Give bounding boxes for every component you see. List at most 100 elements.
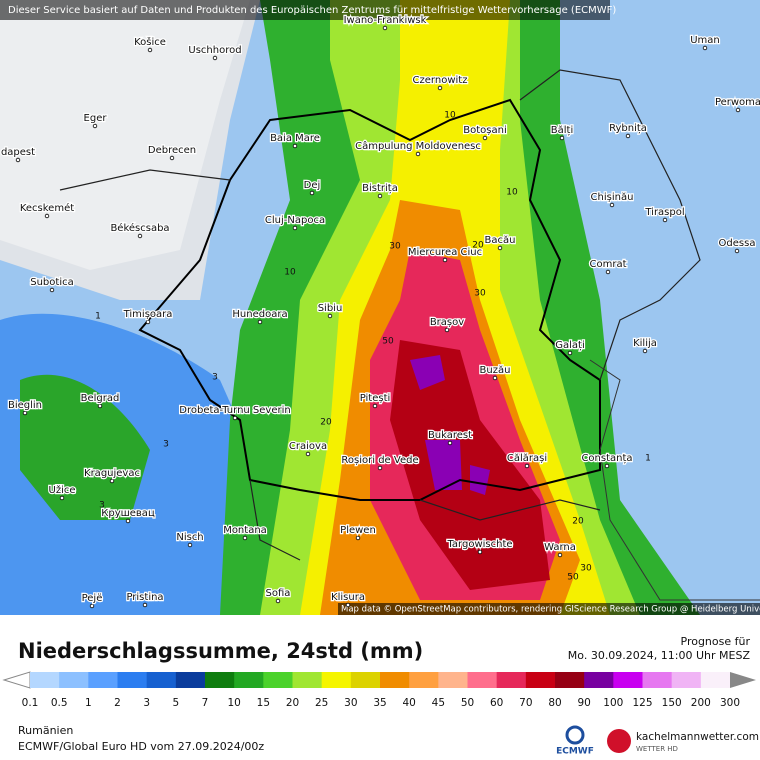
- city-label: Chișinău: [591, 192, 634, 203]
- city-dot: [147, 47, 153, 53]
- city-label: Targowischte: [446, 539, 512, 550]
- legend-swatch: [467, 672, 498, 688]
- panel-title: Niederschlagssumme, 24std (mm): [18, 639, 423, 663]
- region: Rumänien: [18, 724, 73, 737]
- city-label: Békéscsaba: [110, 222, 169, 234]
- contour-label: 10: [284, 268, 296, 278]
- city-label: Odessa: [719, 238, 756, 249]
- city-label: Comrat: [589, 259, 626, 270]
- city-label: Plewen: [340, 525, 376, 536]
- city-dot: [242, 535, 248, 541]
- city-dot: [437, 85, 443, 91]
- legend-label: 40: [402, 697, 415, 709]
- city-label: Călărași: [507, 453, 547, 464]
- city-dot: [605, 269, 611, 275]
- city-label: Bistrița: [362, 183, 398, 194]
- legend-label: 25: [315, 697, 328, 709]
- legend-label: 10: [227, 697, 240, 709]
- city-dot: [702, 45, 708, 51]
- city-label: Nisch: [176, 532, 203, 543]
- city-label: Hunedoara: [232, 309, 287, 320]
- city-label: Roșiori de Vede: [341, 455, 418, 466]
- city-label: Pristina: [126, 592, 163, 603]
- legend-swatch: [613, 672, 643, 688]
- city-dot: [59, 495, 65, 501]
- city-dot: [377, 193, 383, 199]
- contour-label: 3: [99, 501, 105, 511]
- contour-label: 30: [580, 564, 592, 574]
- city-dot: [169, 155, 175, 161]
- rain-green-west: [20, 374, 150, 520]
- city-label: dapest: [1, 147, 35, 158]
- ecmwf-icon: [565, 725, 585, 745]
- city-dot: [447, 440, 453, 446]
- city-label: Eger: [84, 113, 108, 124]
- attribution-bar: [338, 603, 760, 615]
- legend-label: 300: [720, 697, 740, 709]
- city-dot: [382, 25, 388, 31]
- city-dot: [662, 217, 668, 223]
- city-dot: [44, 213, 50, 219]
- city-label: Sibiu: [318, 303, 343, 314]
- legend-swatch: [438, 672, 468, 688]
- legend-label: 50: [461, 697, 474, 709]
- legend-swatch: [117, 672, 148, 688]
- city-dot: [137, 233, 143, 239]
- legend-swatch: [700, 672, 731, 688]
- city-label: Kilija: [633, 338, 657, 349]
- legend-label: 5: [172, 697, 179, 709]
- city-label: Dej: [304, 180, 321, 191]
- city-dot: [125, 518, 131, 524]
- city-dot: [559, 135, 565, 141]
- city-dot: [477, 549, 483, 555]
- legend-swatch: [350, 672, 381, 688]
- contour-label: 20: [572, 517, 584, 527]
- city-label: Baia Mare: [270, 133, 320, 144]
- legend-swatch: [146, 672, 177, 688]
- city-dot: [444, 327, 450, 333]
- city-dot: [609, 202, 615, 208]
- city-label: Uschhorod: [188, 45, 241, 56]
- city-label: Rybnița: [609, 123, 647, 134]
- city-dot: [377, 465, 383, 471]
- legend-label: 30: [344, 697, 357, 709]
- contour-label: 50: [567, 573, 579, 583]
- city-label: Bălți: [551, 125, 573, 136]
- city-label: Крушевац: [101, 508, 155, 519]
- legend-label: 60: [490, 697, 503, 709]
- model-run: ECMWF/Global Euro HD vom 27.09.2024/00z: [18, 740, 264, 753]
- contour-label: 50: [382, 337, 394, 347]
- city-label: Constanța: [581, 453, 632, 464]
- borders: [59, 69, 701, 561]
- city-label: Warna: [544, 542, 576, 553]
- legend-swatch: [88, 672, 118, 688]
- header-notice: Dieser Service basiert auf Daten und Pro…: [8, 5, 616, 16]
- legend-label: 0.5: [51, 697, 68, 709]
- contour-label: 20: [320, 418, 332, 428]
- legend-label: 2: [114, 697, 121, 709]
- legend-label: 100: [603, 697, 623, 709]
- legend-label: 45: [432, 697, 445, 709]
- city-label: Užice: [49, 484, 76, 496]
- city-dot: [492, 375, 498, 381]
- city-dot: [734, 248, 740, 254]
- city-dot: [292, 225, 298, 231]
- contour-label: 30: [474, 289, 486, 299]
- legend-label: 15: [257, 697, 270, 709]
- legend-label: 150: [662, 697, 682, 709]
- legend-swatch: [175, 672, 206, 688]
- legend-swatch: [525, 672, 556, 688]
- legend-label: 3: [143, 697, 150, 709]
- city-dot: [49, 287, 55, 293]
- city-dot: [524, 463, 530, 469]
- city-label: Košice: [134, 36, 166, 48]
- city-label: Perwoma: [715, 97, 760, 108]
- city-dot: [89, 603, 95, 609]
- city-dot: [415, 151, 421, 157]
- contour-label: 10: [506, 188, 518, 198]
- attribution: Map data © OpenStreetMap contributors, r…: [341, 605, 760, 615]
- city-dot: [567, 350, 573, 356]
- kachelmann-icon: [607, 729, 631, 753]
- contour-label: 1: [95, 312, 101, 322]
